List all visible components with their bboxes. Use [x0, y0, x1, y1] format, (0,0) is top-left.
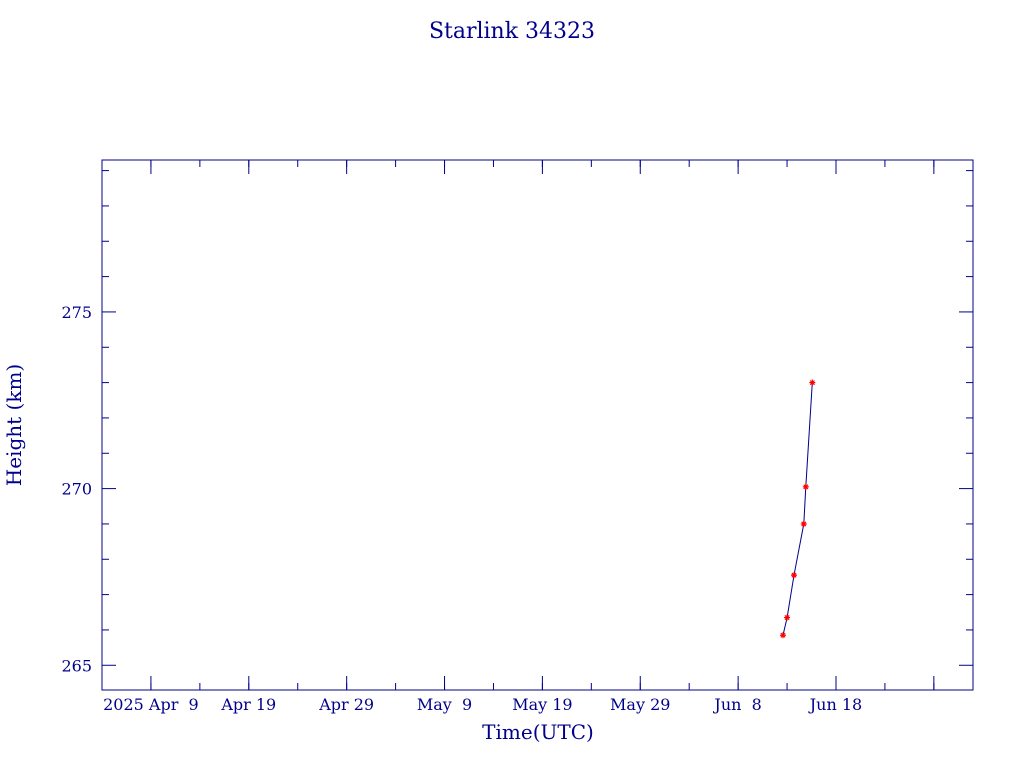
y-tick-labels: 265 270 275 — [61, 303, 92, 675]
axis-ticks — [101, 160, 973, 690]
data-point-stroke — [801, 521, 807, 527]
x-tick-label: Jun 18 — [808, 695, 862, 714]
series-group — [779, 379, 816, 639]
x-tick-label: Apr 19 — [220, 695, 276, 714]
data-point-stroke — [780, 632, 786, 638]
data-point — [784, 614, 791, 621]
data-point — [800, 520, 807, 527]
data-point — [779, 632, 786, 639]
x-tick-labels: 2025 Apr 9 Apr 19 Apr 29 May 9 May 19 May 29 J… — [103, 695, 862, 714]
data-point-stroke — [809, 380, 815, 386]
x-axis-title: Time(UTC) — [482, 720, 594, 744]
data-point-stroke — [791, 572, 797, 578]
data-point — [802, 483, 809, 490]
y-tick-label: 270 — [61, 480, 92, 499]
data-point — [790, 572, 797, 579]
x-tick-label: May 9 — [417, 695, 472, 714]
series-line — [782, 382, 813, 636]
x-tick-label: Jun 8 — [712, 695, 761, 714]
x-tick-label: May 29 — [610, 695, 670, 714]
y-tick-label: 275 — [61, 303, 92, 322]
x-tick-label: Apr 29 — [318, 695, 374, 714]
data-point-stroke — [803, 484, 809, 490]
data-point-stroke — [784, 615, 790, 621]
data-point — [809, 379, 816, 386]
x-tick-label: 2025 Apr 9 — [103, 695, 199, 714]
y-tick-label: 265 — [61, 656, 92, 675]
chart-title: Starlink 34323 — [429, 19, 595, 44]
plot-frame — [101, 159, 974, 691]
x-tick-label: May 19 — [512, 695, 572, 714]
y-axis-title: Height (km) — [2, 364, 26, 486]
